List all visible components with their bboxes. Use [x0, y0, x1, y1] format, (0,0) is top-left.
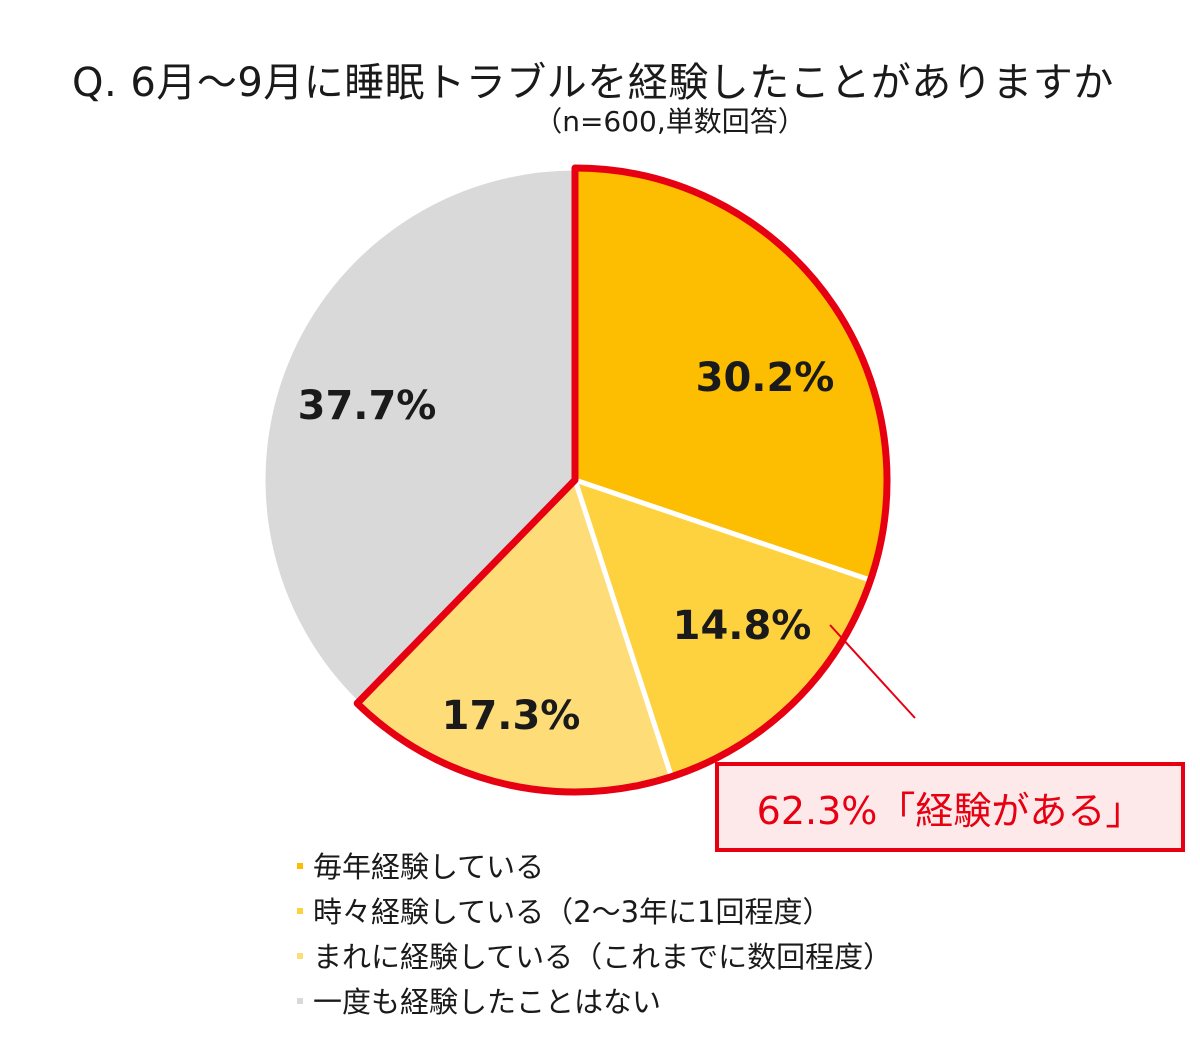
legend-item: 毎年経験している	[297, 842, 892, 887]
slice-label: 14.8%	[673, 603, 812, 649]
highlight-outline	[353, 164, 891, 796]
legend-item: 一度も経験したことはない	[297, 977, 892, 1022]
pie-slice	[260, 165, 578, 707]
legend-swatch	[297, 997, 303, 1004]
chart-title: Q. 6月～9月に睡眠トラブルを経験したことがありますか	[72, 60, 1114, 106]
legend-label: 毎年経験している	[313, 849, 545, 884]
legend-label: 一度も経験したことはない	[313, 984, 662, 1019]
legend: 毎年経験している 時々経験している（2～3年に1回程度） まれに経験している（こ…	[297, 842, 892, 1022]
legend-item: まれに経験している（これまでに数回程度）	[297, 932, 892, 977]
legend-label: 時々経験している（2～3年に1回程度）	[313, 894, 832, 929]
slice-label: 17.3%	[442, 693, 581, 739]
legend-label: まれに経験している（これまでに数回程度）	[313, 939, 893, 974]
legend-item: 時々経験している（2～3年に1回程度）	[297, 887, 892, 932]
legend-swatch	[297, 907, 303, 914]
callout-box: 62.3%「経験がある」	[715, 762, 1185, 852]
callout-text: 62.3%「経験がある」	[756, 788, 1144, 833]
callout-leader-line	[829, 624, 916, 719]
legend-swatch	[297, 862, 303, 869]
chart-subtitle: （n=600,単数回答）	[534, 105, 806, 138]
slice-label: 37.7%	[298, 383, 437, 429]
legend-swatch	[297, 952, 303, 959]
slice-label: 30.2%	[696, 355, 835, 401]
